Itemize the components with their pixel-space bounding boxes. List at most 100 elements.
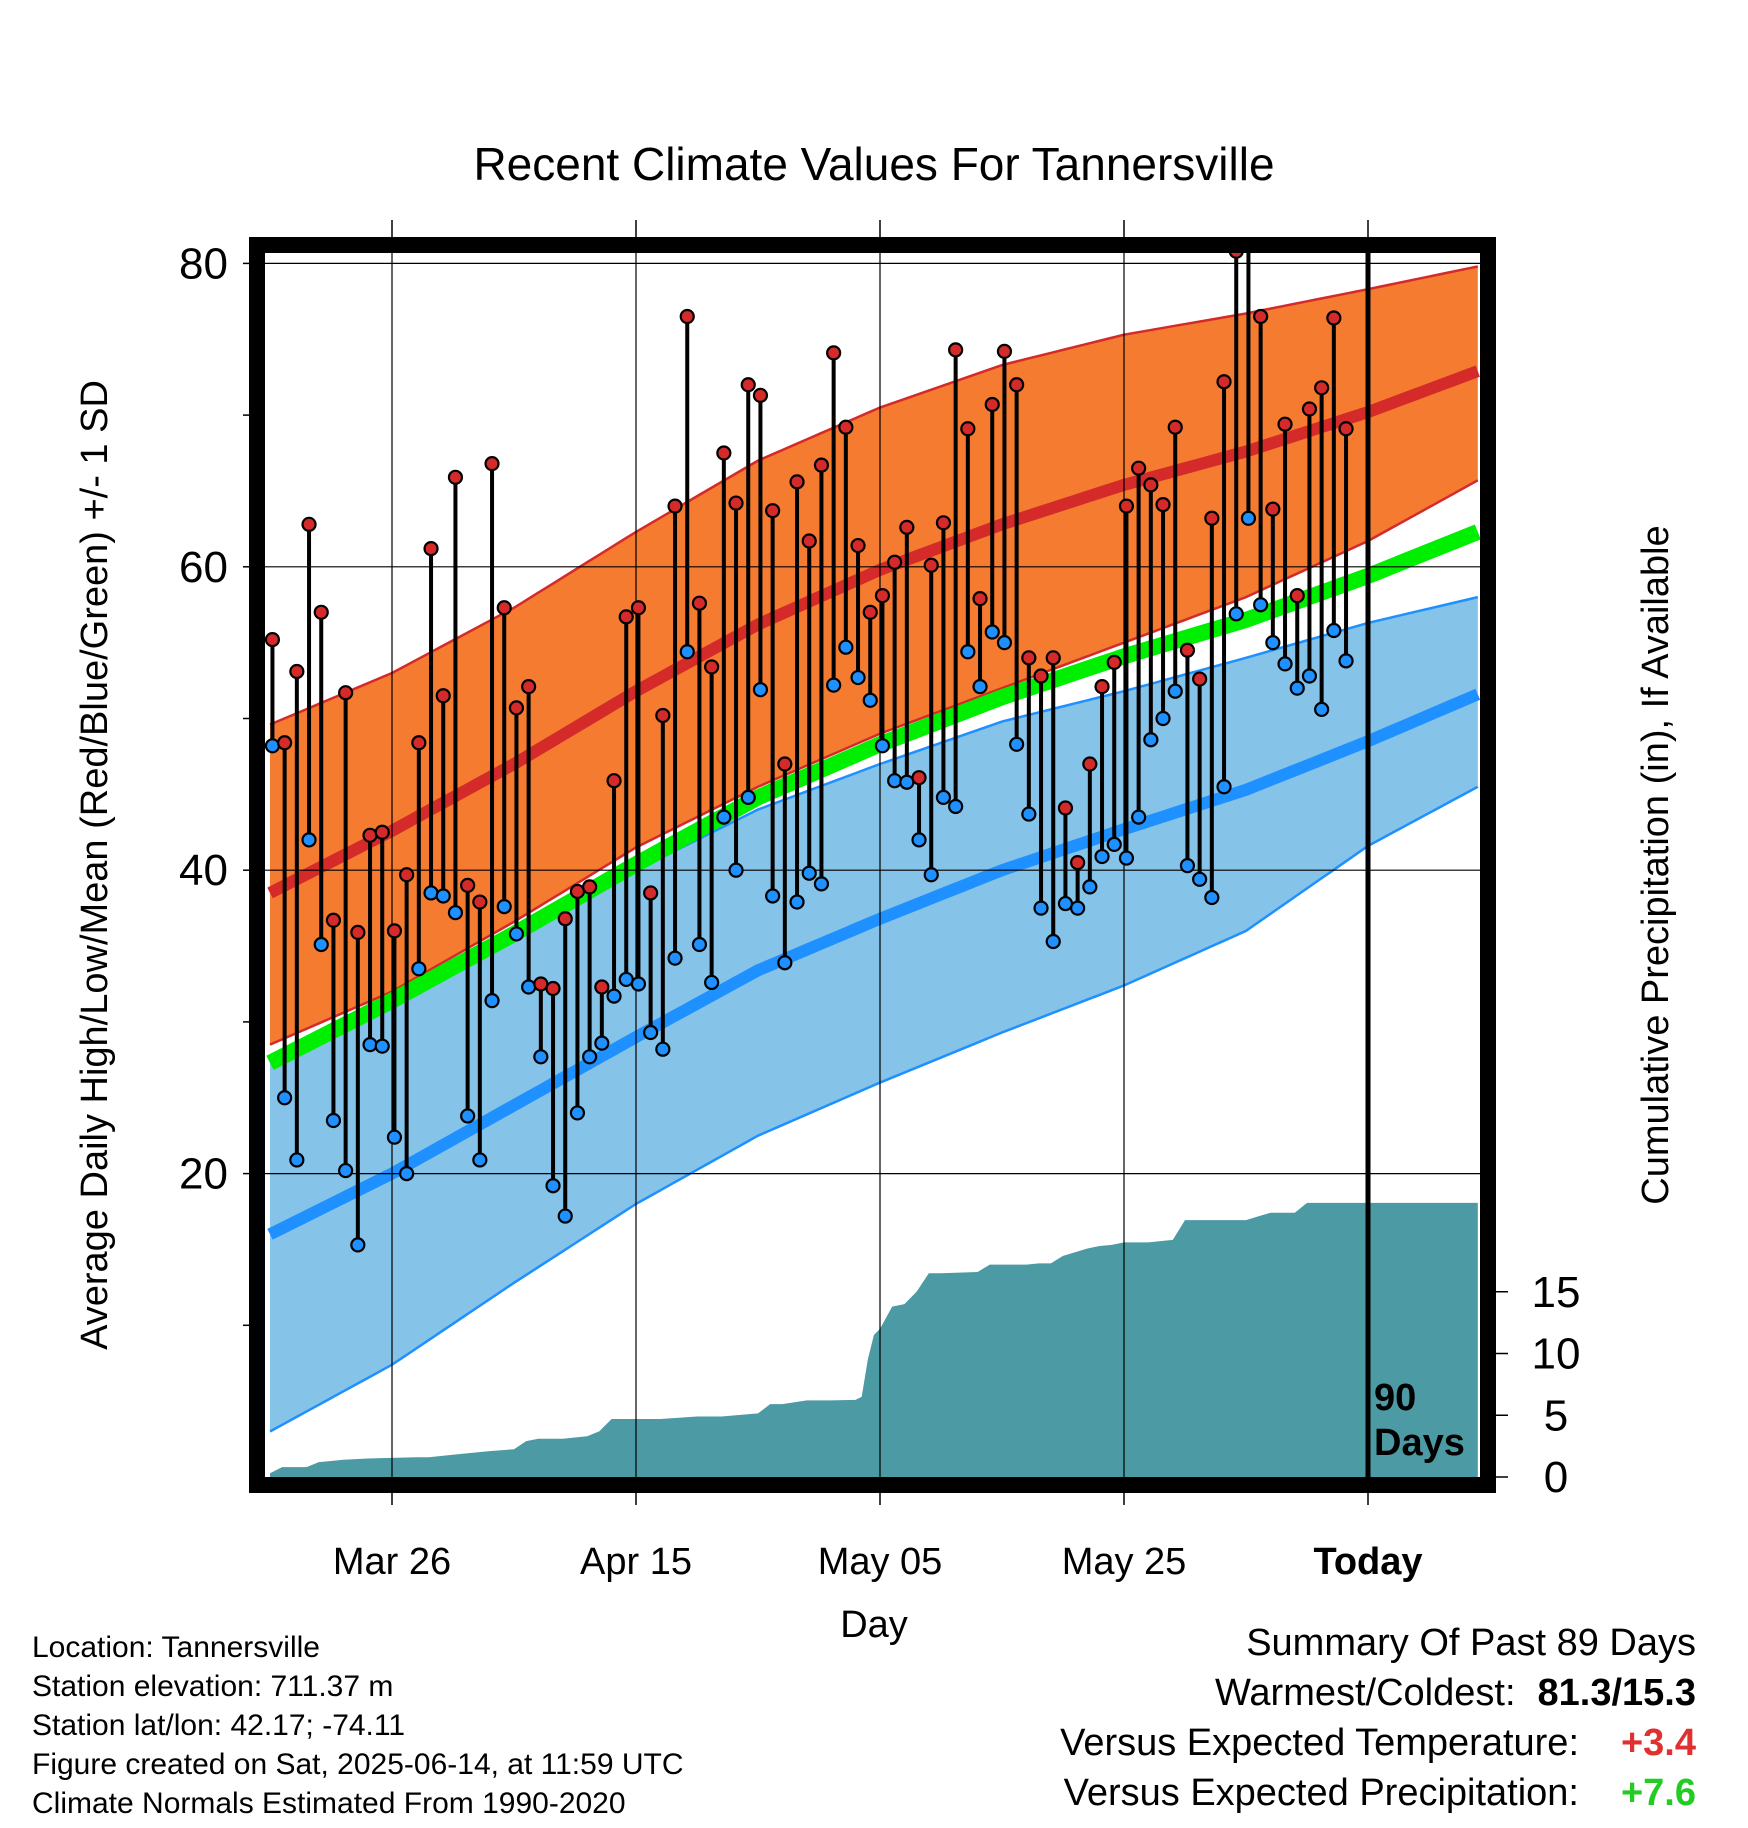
daily-high-point bbox=[277, 735, 293, 751]
warmest-coldest-value: 81.3/15.3 bbox=[1537, 1672, 1696, 1714]
daily-low-point bbox=[704, 974, 720, 991]
daily-low-point bbox=[789, 894, 805, 910]
daily-low-point bbox=[338, 1162, 354, 1179]
daily-low-point bbox=[752, 682, 769, 698]
daily-high-point bbox=[423, 540, 439, 557]
daily-low-point bbox=[777, 955, 793, 971]
y2-tick-label: 0 bbox=[1544, 1453, 1568, 1502]
daily-low-point bbox=[862, 692, 878, 708]
daily-low-point bbox=[984, 624, 1000, 640]
daily-low-point bbox=[325, 1112, 342, 1129]
daily-high-point bbox=[496, 600, 512, 616]
normals-text: Climate Normals Estimated From 1990-2020 bbox=[32, 1787, 626, 1820]
daily-high-point bbox=[1338, 421, 1354, 437]
daily-low-point bbox=[643, 1024, 659, 1041]
daily-high-point bbox=[984, 396, 1000, 413]
daily-low-point bbox=[1021, 806, 1037, 822]
daily-low-point bbox=[1277, 656, 1293, 672]
daily-low-point bbox=[277, 1090, 293, 1106]
daily-high-point bbox=[521, 679, 537, 695]
daily-high-point bbox=[1045, 650, 1061, 666]
temperature-departure-row: Versus Expected Temperature: +3.4 bbox=[1060, 1718, 1696, 1768]
daily-low-point bbox=[1094, 848, 1110, 865]
daily-high-point bbox=[838, 419, 854, 435]
daily-low-point bbox=[801, 865, 817, 881]
precipitation-area bbox=[270, 1202, 1478, 1478]
daily-low-point bbox=[508, 926, 525, 942]
x-tick-label: May 25 bbox=[1062, 1541, 1187, 1583]
daily-low-point bbox=[1253, 597, 1269, 613]
daily-high-point bbox=[350, 924, 366, 940]
daily-high-point bbox=[777, 756, 793, 772]
daily-low-point bbox=[362, 1037, 378, 1053]
daily-high-point bbox=[289, 663, 305, 680]
temperature-departure-value: +3.4 bbox=[1620, 1722, 1696, 1764]
daily-low-point bbox=[1106, 836, 1122, 853]
daily-low-point bbox=[472, 1152, 488, 1168]
daily-high-point bbox=[1253, 308, 1269, 325]
daily-low-point bbox=[655, 1041, 671, 1057]
daily-high-point bbox=[826, 345, 842, 361]
daily-points-layer bbox=[264, 252, 1354, 1253]
plot-area bbox=[264, 252, 1481, 1478]
daily-low-point bbox=[386, 1129, 403, 1145]
daily-high-point bbox=[752, 387, 769, 403]
daily-low-point bbox=[1192, 871, 1208, 887]
y2-tick-label: 15 bbox=[1532, 1268, 1581, 1317]
daily-high-point bbox=[1155, 497, 1171, 513]
daily-low-point bbox=[679, 644, 695, 660]
daily-low-point bbox=[1179, 858, 1196, 874]
daily-high-point bbox=[545, 980, 561, 997]
daily-low-point bbox=[264, 738, 281, 754]
x-axis: Mar 26 Apr 15 May 05 May 25 Today bbox=[333, 1485, 1423, 1583]
low-sd-band bbox=[270, 597, 1478, 1432]
daily-low-point bbox=[533, 1049, 549, 1065]
warmest-coldest-row: Warmest/Coldest: 81.3/15.3 bbox=[1060, 1668, 1696, 1718]
daily-low-point bbox=[850, 669, 866, 686]
x-tick-label: May 05 bbox=[818, 1541, 943, 1583]
daily-high-point bbox=[1021, 650, 1037, 666]
daily-high-point bbox=[972, 591, 988, 607]
daily-high-point bbox=[1106, 654, 1122, 670]
mean-normal-line bbox=[266, 524, 1481, 1070]
daily-high-point bbox=[435, 688, 451, 704]
daily-low-point bbox=[435, 888, 451, 904]
daily-high-point bbox=[887, 554, 903, 570]
daily-high-point bbox=[1314, 380, 1330, 396]
daily-low-point bbox=[1082, 879, 1098, 895]
daily-low-point bbox=[728, 862, 744, 878]
daily-high-point bbox=[704, 659, 720, 675]
low-normal-line bbox=[267, 688, 1481, 1240]
daily-low-point bbox=[923, 867, 939, 883]
high-lower-sd-line bbox=[269, 479, 1479, 1046]
daily-high-point bbox=[1070, 855, 1086, 871]
today-marker-label-days: Days bbox=[1374, 1422, 1465, 1464]
daily-high-point bbox=[728, 495, 744, 511]
daily-high-point bbox=[325, 912, 342, 928]
daily-low-point bbox=[1265, 635, 1281, 651]
daily-high-point bbox=[508, 700, 525, 716]
y-tick-label: 80 bbox=[179, 239, 228, 288]
daily-high-point bbox=[533, 976, 549, 992]
daily-high-point bbox=[313, 604, 329, 620]
daily-high-point bbox=[386, 923, 403, 939]
daily-high-point bbox=[472, 894, 488, 910]
daily-low-point bbox=[1338, 653, 1354, 669]
daily-high-point bbox=[740, 377, 756, 393]
daily-low-point bbox=[996, 635, 1013, 651]
precipitation-departure-row: Versus Expected Precipitation: +7.6 bbox=[1060, 1768, 1696, 1818]
daily-high-point bbox=[1082, 756, 1098, 772]
daily-high-point bbox=[1265, 501, 1281, 517]
daily-high-point bbox=[1192, 671, 1208, 687]
daily-low-point bbox=[826, 677, 842, 693]
daily-high-point bbox=[801, 533, 817, 549]
daily-low-point bbox=[887, 773, 903, 789]
y2-axis-label: Cumulative Precipitation (in), If Availa… bbox=[1635, 525, 1677, 1204]
daily-high-point bbox=[1009, 377, 1025, 393]
daily-high-point bbox=[264, 632, 281, 648]
daily-low-point bbox=[1289, 680, 1305, 696]
daily-low-point bbox=[899, 774, 915, 790]
daily-high-point bbox=[338, 685, 354, 701]
daily-high-point bbox=[1118, 498, 1135, 514]
